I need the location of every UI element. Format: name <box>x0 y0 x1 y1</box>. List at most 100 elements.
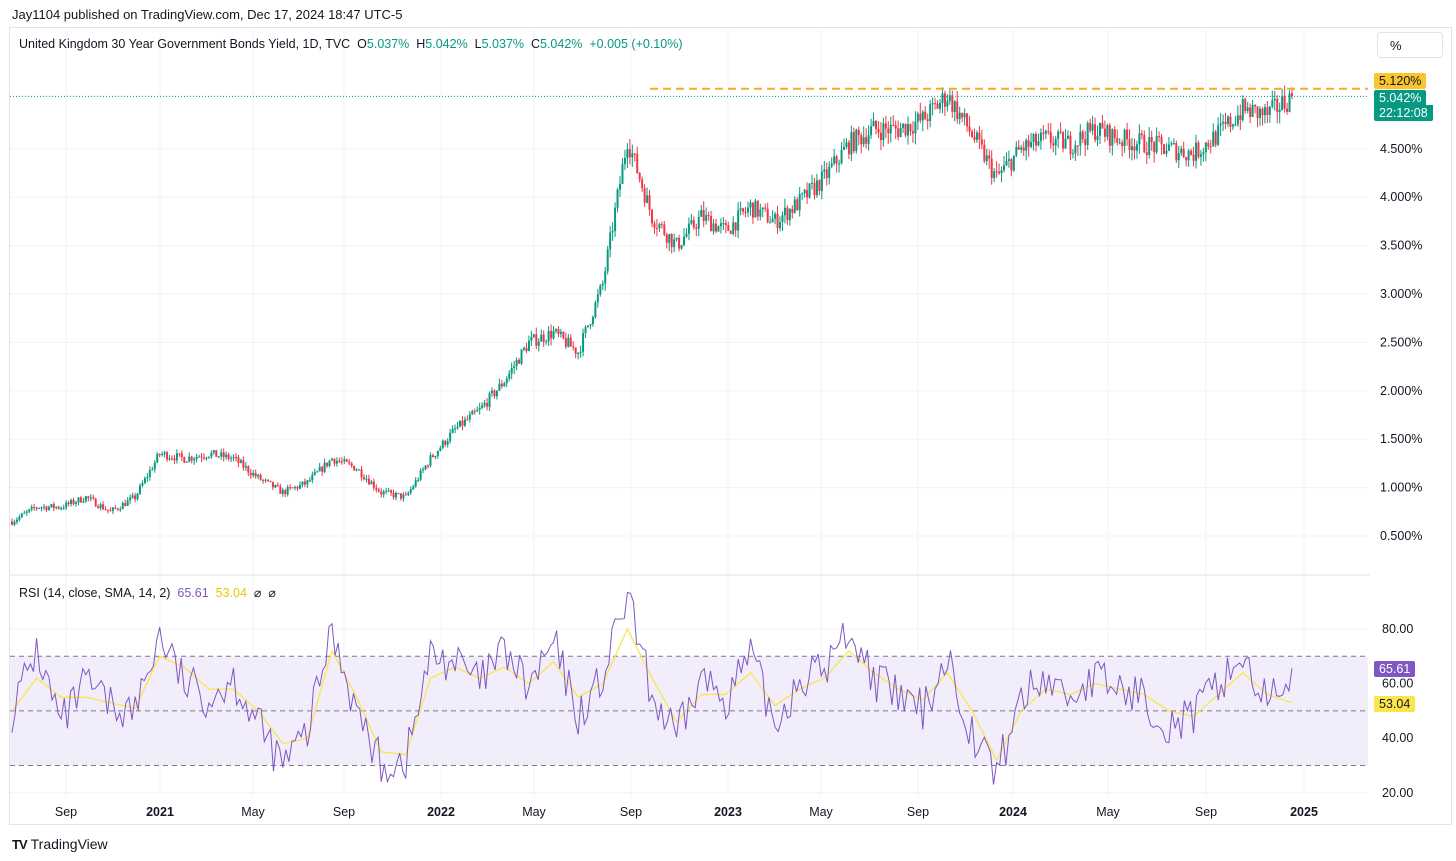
candle-body <box>52 504 55 509</box>
candle-body <box>198 456 201 458</box>
candle-body <box>491 390 493 394</box>
candle-body <box>774 213 777 219</box>
candle-body <box>148 470 151 478</box>
candle-body <box>865 137 868 144</box>
candle-body <box>628 149 631 158</box>
candle-body <box>1150 136 1153 143</box>
candle-body <box>892 124 895 126</box>
candle-body <box>166 452 169 460</box>
candle-body <box>87 496 90 499</box>
candle-body <box>971 131 973 137</box>
candle-body <box>919 113 922 121</box>
candle-body <box>717 226 720 232</box>
candle-body <box>1067 135 1069 139</box>
candle-body <box>980 139 983 145</box>
candle-body <box>60 508 63 510</box>
candle-body <box>921 111 924 121</box>
tradingview-logo[interactable]: TV TradingView <box>12 836 108 852</box>
candle-body <box>111 507 114 511</box>
candle-body <box>1081 131 1084 140</box>
candle-body <box>929 104 932 122</box>
candle-body <box>193 458 196 461</box>
candle-body <box>855 129 858 152</box>
candle-body <box>436 450 439 456</box>
candle-body <box>1015 146 1018 156</box>
candle-body <box>303 481 306 485</box>
candle-body <box>619 183 621 190</box>
candle-body <box>377 489 380 492</box>
candle-body <box>1219 123 1222 126</box>
candle-body <box>998 171 1001 174</box>
candle-body <box>375 487 378 490</box>
candle-body <box>427 465 429 467</box>
candle-body <box>350 463 353 466</box>
symbol-legend: United Kingdom 30 Year Government Bonds … <box>19 37 682 51</box>
candle-body <box>1202 152 1205 155</box>
chart-frame <box>9 27 1452 825</box>
candle-body <box>116 508 119 510</box>
candle-body <box>820 171 823 191</box>
candle-body <box>535 334 538 346</box>
rsi-tick-label: 60.00 <box>1382 677 1413 691</box>
candle-body <box>872 120 875 127</box>
candle-body <box>1190 150 1193 155</box>
candle-body <box>1286 108 1289 112</box>
candle-body <box>1163 144 1165 154</box>
price-tick-label: 1.000% <box>1380 481 1422 495</box>
candle-body <box>486 402 489 407</box>
candle-body <box>616 189 619 208</box>
candle-body <box>372 481 375 488</box>
candle-body <box>670 234 673 248</box>
candle-body <box>1022 147 1025 151</box>
candle-body <box>151 469 154 471</box>
candle-body <box>633 153 636 155</box>
candle-body <box>264 479 267 481</box>
candle-body <box>875 120 877 129</box>
time-tick-label: Sep <box>333 805 355 819</box>
candle-body <box>973 136 976 141</box>
candle-body <box>183 457 186 463</box>
unit-button[interactable]: % <box>1377 32 1443 58</box>
candle-body <box>985 155 988 162</box>
candle-body <box>79 497 82 503</box>
candle-body <box>476 410 479 412</box>
rsi-tick-label: 20.00 <box>1382 786 1413 800</box>
candle-body <box>680 245 683 249</box>
candle-body <box>520 349 523 364</box>
candle-body <box>134 495 137 500</box>
candle-body <box>190 456 193 461</box>
candle-body <box>1153 142 1156 153</box>
candle-body <box>1103 128 1106 137</box>
candle-body <box>380 491 383 495</box>
price-tick-label: 3.500% <box>1380 239 1422 253</box>
rsi-sma-value: 53.04 <box>215 586 247 600</box>
candle-body <box>939 102 941 109</box>
open-value: 5.037% <box>366 37 410 51</box>
last-price-badge: 5.042% <box>1374 90 1427 106</box>
candle-body <box>232 457 235 459</box>
candle-body <box>146 477 149 479</box>
candle-body <box>237 457 240 463</box>
candle-body <box>281 490 284 494</box>
candle-body <box>882 123 885 141</box>
rsi-tick-label: 40.00 <box>1382 731 1413 745</box>
candle-body <box>523 347 525 350</box>
candle-body <box>220 452 223 457</box>
candle-body <box>139 485 141 494</box>
candle-body <box>1261 108 1264 116</box>
candle-body <box>387 490 390 492</box>
candle-body <box>210 452 213 457</box>
candle-body <box>493 390 496 397</box>
candle-body <box>488 393 491 407</box>
candle-body <box>1281 96 1284 110</box>
candle-body <box>498 383 501 391</box>
candle-body <box>1062 132 1065 149</box>
candle-body <box>444 440 447 445</box>
candle-body <box>771 218 774 223</box>
rsi-lines <box>11 591 1293 785</box>
candle-body <box>673 239 676 248</box>
candle-body <box>503 383 506 387</box>
candle-body <box>495 390 498 397</box>
candle-body <box>1288 93 1291 112</box>
